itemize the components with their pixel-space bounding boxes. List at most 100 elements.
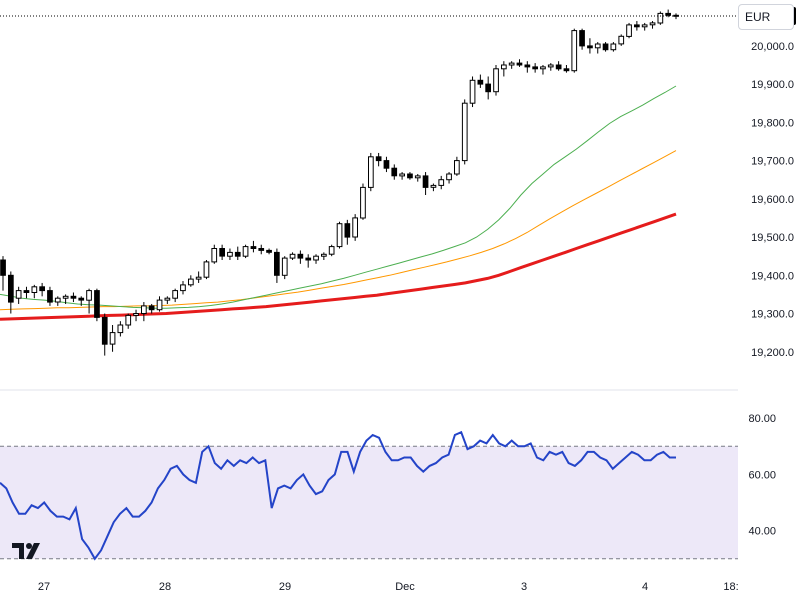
candle-body [23, 290, 30, 294]
candle [70, 292, 77, 303]
time-axis-tick-label: 18: [723, 581, 738, 593]
candle-body [391, 167, 398, 177]
candle-body [641, 24, 648, 28]
candle [383, 156, 390, 173]
candle-body [477, 79, 484, 85]
candle [180, 281, 186, 295]
rsi-line [0, 430, 676, 561]
price-axis-tick-label: 19,600.0 [751, 194, 794, 206]
candle [172, 288, 179, 303]
candle-body [328, 246, 335, 255]
candle-body [422, 175, 429, 188]
candle [117, 321, 124, 337]
candle-body [305, 257, 312, 261]
candle [493, 65, 499, 96]
candle-body [469, 79, 476, 104]
candle [610, 42, 617, 52]
candle-body [94, 290, 100, 318]
candle-body [219, 248, 226, 257]
candle-body [485, 83, 491, 93]
candle [219, 244, 226, 260]
candle-body [665, 12, 671, 16]
candle [321, 252, 327, 260]
rsi-pane[interactable] [0, 430, 738, 561]
candle [555, 61, 562, 71]
price-axis-tick-label: 20,000.0 [751, 41, 794, 53]
candle-body [15, 290, 22, 299]
candle [430, 183, 437, 192]
candle [54, 296, 61, 306]
candle-body [78, 297, 85, 301]
time-axis-tick-label: 28 [159, 581, 171, 593]
candle-body [508, 62, 515, 66]
candle [665, 9, 671, 18]
candle [328, 244, 335, 257]
rsi-axis-tick-label: 80.00 [748, 413, 776, 425]
candle [109, 325, 116, 352]
time-axis-tick-label: 27 [38, 581, 50, 593]
candle [461, 99, 468, 165]
candle [563, 65, 570, 73]
candle [375, 152, 382, 167]
candle-body [540, 66, 546, 70]
candle-body [195, 276, 202, 280]
candle [62, 294, 69, 304]
candle-body [446, 173, 452, 181]
candle [195, 271, 202, 283]
candle [203, 260, 210, 280]
candle-body [321, 253, 327, 257]
candle [477, 74, 484, 88]
candle [289, 252, 296, 260]
price-axis-tick-label: 19,800.0 [751, 117, 794, 129]
candle-body [281, 257, 288, 276]
currency-label: EUR [745, 10, 771, 24]
candle-body [133, 313, 139, 316]
candle-body [430, 184, 437, 188]
candle-body [368, 156, 374, 188]
sma-mid-line [0, 150, 677, 311]
candle-body [117, 324, 124, 334]
candle-body [532, 66, 538, 70]
candle-body [8, 274, 14, 303]
candle-body [242, 246, 249, 257]
price-pane[interactable] [0, 9, 738, 356]
candle-body [555, 64, 562, 70]
candle [23, 286, 30, 299]
candle [414, 173, 421, 182]
candle-body [360, 186, 366, 219]
candle [31, 284, 38, 299]
candle [532, 63, 538, 73]
candle [594, 42, 601, 54]
sma-short-line [0, 85, 677, 309]
candle [227, 248, 233, 260]
tradingview-logo-icon [12, 543, 40, 559]
candle [266, 248, 272, 255]
candle-body [493, 68, 499, 93]
candle [297, 250, 304, 264]
candle-body [383, 160, 390, 169]
candle [618, 34, 625, 46]
candle-body [352, 217, 358, 238]
price-axis-tick-label: 19,700.0 [751, 156, 794, 168]
candle-body [547, 64, 554, 68]
candle [305, 254, 312, 268]
candle-body [234, 251, 241, 257]
candle [641, 22, 648, 31]
price-axis-tick-label: 19,300.0 [751, 309, 794, 321]
candle [15, 286, 22, 304]
candle-body [524, 64, 531, 68]
candle-body [258, 248, 265, 251]
candle-body [657, 12, 664, 24]
candle-body [62, 295, 69, 299]
candle [78, 296, 85, 306]
candle [602, 42, 609, 52]
candle-body [634, 24, 640, 28]
candle [626, 22, 632, 39]
candle-body [673, 14, 679, 17]
candle [94, 288, 100, 322]
candle [579, 28, 585, 50]
candle-body [563, 68, 570, 72]
candle [164, 296, 171, 304]
currency-selector[interactable]: EUR [738, 4, 794, 30]
